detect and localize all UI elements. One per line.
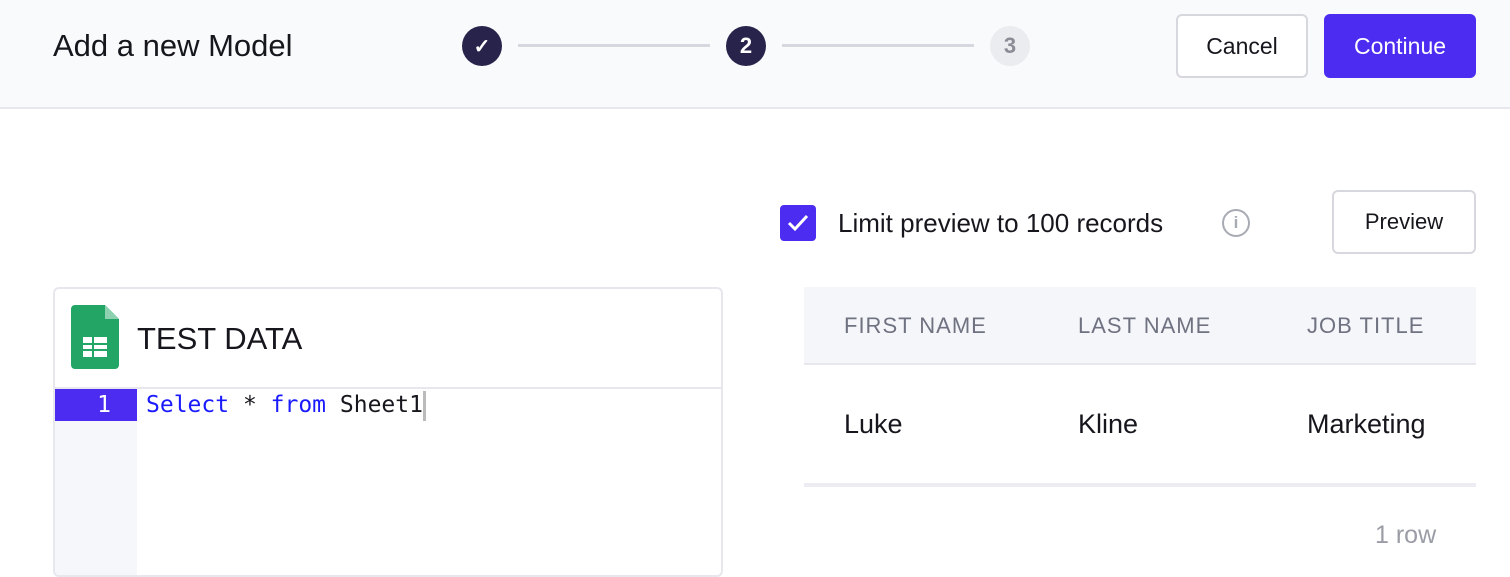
code-line[interactable]: Select * from Sheet1 (146, 389, 426, 421)
step-connector (782, 44, 974, 47)
column-header: LAST NAME (1078, 313, 1212, 338)
code-token: * (229, 392, 271, 418)
row-count: 1 row (1375, 521, 1437, 549)
table-cell: Kline (1078, 409, 1139, 439)
step-2-active: 2 (726, 26, 766, 66)
table-cell: Marketing (1307, 409, 1426, 439)
table-cell: Luke (844, 409, 903, 439)
keyword: from (270, 392, 327, 418)
continue-button[interactable]: Continue (1324, 14, 1476, 78)
table-header: FIRST NAME LAST NAME JOB TITLE (804, 287, 1476, 365)
limit-preview-label: Limit preview to 100 records (838, 208, 1164, 238)
line-number: 1 (55, 389, 137, 421)
preview-button[interactable]: Preview (1332, 190, 1476, 254)
code-token: Sheet1 (326, 392, 423, 418)
keyword: Select (146, 392, 230, 418)
column-header: JOB TITLE (1307, 313, 1425, 338)
preview-table: FIRST NAME LAST NAME JOB TITLE Luke Klin… (804, 287, 1476, 487)
text-cursor (422, 390, 426, 421)
header: Add a new Model ✓ 2 3 Cancel Continue (0, 0, 1510, 109)
source-title: TEST DATA (137, 321, 303, 356)
limit-preview-checkbox[interactable] (780, 205, 816, 241)
step-3-pending: 3 (990, 26, 1030, 66)
step-1-complete: ✓ (462, 26, 502, 66)
page-title: Add a new Model (53, 28, 293, 63)
column-header: FIRST NAME (844, 313, 987, 338)
editor-header: TEST DATA (55, 289, 721, 389)
sql-editor[interactable]: TEST DATA 1 Select * from Sheet1 (53, 287, 723, 577)
table-row: Luke Kline Marketing (804, 365, 1476, 487)
step-connector (518, 44, 710, 47)
cancel-button[interactable]: Cancel (1176, 14, 1308, 78)
checkmark-icon (787, 214, 809, 232)
info-icon[interactable]: i (1222, 209, 1250, 237)
check-icon: ✓ (473, 35, 491, 58)
google-sheets-icon (71, 305, 119, 369)
